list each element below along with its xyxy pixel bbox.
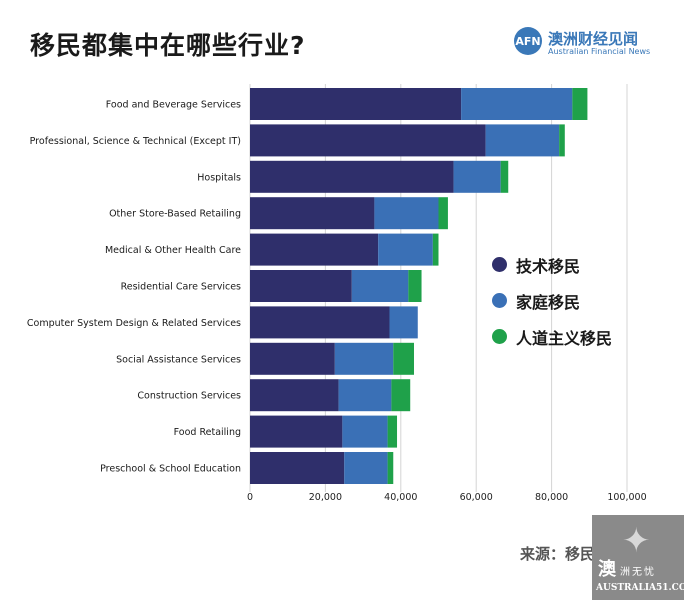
legend-dot-icon (492, 257, 507, 272)
bar-segment (408, 270, 421, 302)
bar-segment (454, 161, 501, 193)
bar-segment (374, 197, 438, 229)
category-label: Food and Beverage Services (106, 100, 241, 111)
bar-segment (250, 88, 461, 120)
bar-segment (389, 306, 417, 338)
kangaroo-icon: ✦ (622, 521, 651, 561)
bar-segment (388, 416, 397, 448)
x-tick-label: 0 (247, 492, 253, 503)
bar-segment (250, 379, 339, 411)
bar-segment (250, 197, 374, 229)
bar-segment (250, 124, 486, 156)
bar-segment (250, 306, 389, 338)
category-label: Residential Care Services (121, 282, 241, 293)
bar-segment (559, 124, 565, 156)
category-label: Other Store-Based Retailing (109, 209, 241, 220)
category-label: Professional, Science & Technical (Excep… (30, 136, 241, 147)
bar-segment (335, 343, 393, 375)
bar-segment (391, 379, 410, 411)
legend-dot-icon (492, 293, 507, 308)
bar-segment (439, 197, 448, 229)
legend-label: 人道主义移民 (516, 325, 612, 349)
category-label: Medical & Other Health Care (105, 245, 241, 256)
bar-segment (352, 270, 409, 302)
bar-segment (250, 416, 342, 448)
logo-url-text: AUSTRALIA51.COM (596, 583, 684, 593)
x-tick-label: 60,000 (460, 492, 493, 503)
bar-segment (250, 343, 335, 375)
category-label: Hospitals (197, 172, 241, 183)
category-label: Food Retailing (174, 427, 241, 438)
bar-segment (572, 88, 587, 120)
x-tick-label: 80,000 (535, 492, 568, 503)
legend-label: 家庭移民 (516, 289, 580, 313)
legend-label: 技术移民 (516, 253, 580, 277)
bar-segment (250, 161, 454, 193)
category-label: Construction Services (137, 391, 241, 402)
category-label: Computer System Design & Related Service… (27, 318, 241, 329)
bar-segment (461, 88, 572, 120)
bar-segment (344, 452, 387, 484)
bar-segment (339, 379, 392, 411)
bar-segment (433, 234, 439, 266)
bar-segment (250, 452, 344, 484)
australia51-logo: ✦ 澳 洲无忧 AUSTRALIA51.COM (592, 515, 684, 600)
category-label: Preschool & School Education (100, 464, 241, 475)
bar-segment (501, 161, 509, 193)
logo-cn-small-text: 洲无忧 (620, 563, 656, 578)
x-tick-label: 20,000 (309, 492, 342, 503)
logo-cn-text: 澳 (598, 555, 616, 581)
bar-segment (393, 343, 414, 375)
legend-dot-icon (492, 329, 507, 344)
bar-segment (388, 452, 394, 484)
bar-segment (250, 270, 352, 302)
bar-segment (342, 416, 387, 448)
bar-segment (250, 234, 378, 266)
category-label: Social Assistance Services (116, 354, 241, 365)
x-tick-label: 100,000 (607, 492, 646, 503)
bar-segment (486, 124, 560, 156)
x-tick-label: 40,000 (384, 492, 417, 503)
bar-segment (378, 234, 433, 266)
